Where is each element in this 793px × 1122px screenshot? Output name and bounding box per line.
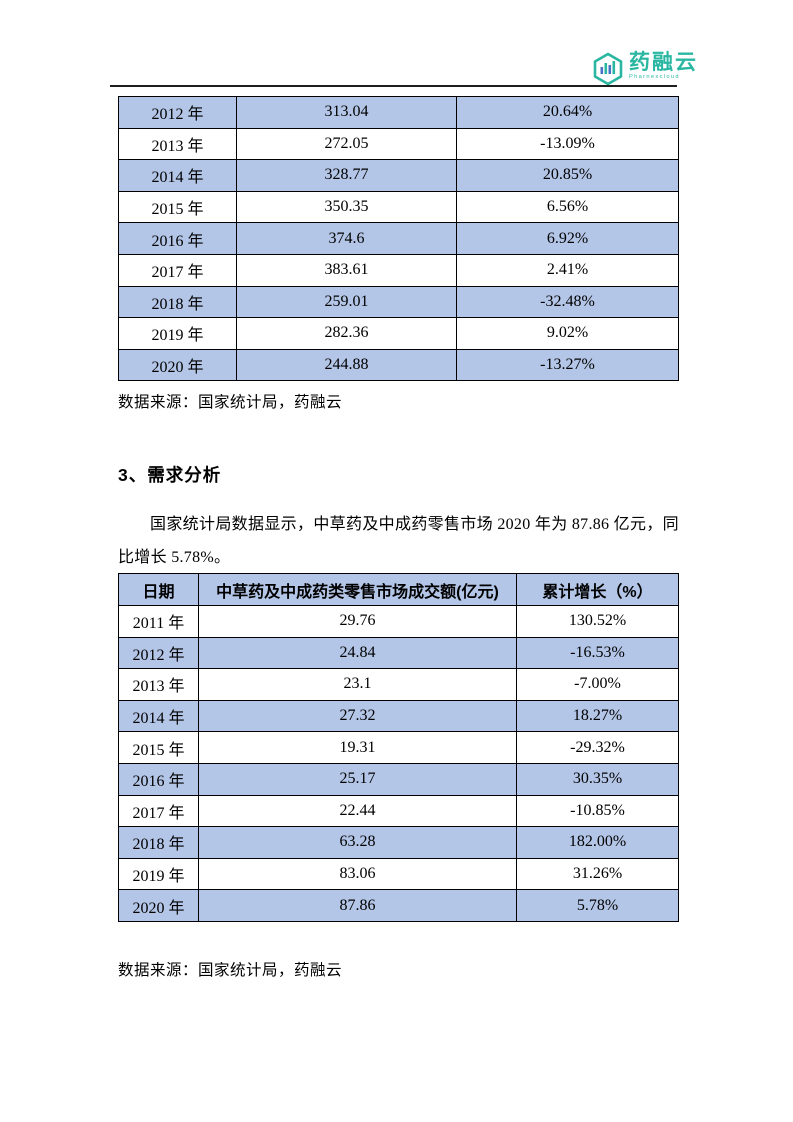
table-cell: 31.26% bbox=[516, 857, 679, 891]
table-cell: 2012 年 bbox=[118, 636, 199, 670]
table-row: 2020 年 244.88 -13.27% bbox=[118, 348, 679, 382]
table-row: 2018 年 259.01 -32.48% bbox=[118, 285, 679, 319]
table-cell: 2020 年 bbox=[118, 889, 199, 922]
table-cell: 2011 年 bbox=[118, 605, 199, 638]
brand-subtext: Pharnexcloud bbox=[629, 74, 680, 80]
table-cell: 27.32 bbox=[198, 699, 517, 733]
table-row: 2019 年 83.06 31.26% bbox=[118, 857, 679, 891]
table-cell: 2020 年 bbox=[118, 348, 237, 382]
table-cell: 2013 年 bbox=[118, 668, 199, 701]
table-cell: 2017 年 bbox=[118, 253, 237, 287]
table-cell: 313.04 bbox=[236, 96, 457, 129]
table-cell: 350.35 bbox=[236, 190, 457, 224]
table-row: 2015 年 19.31 -29.32% bbox=[118, 731, 679, 764]
table-cell: 2014 年 bbox=[118, 699, 199, 733]
table-cell: -13.09% bbox=[456, 127, 679, 161]
table-cell: 2016 年 bbox=[118, 762, 199, 796]
table-cell: 5.78% bbox=[516, 889, 679, 922]
table-cell: -7.00% bbox=[516, 668, 679, 701]
header-rule bbox=[110, 85, 677, 87]
column-header-turnover: 中草药及中成药类零售市场成交额(亿元) bbox=[198, 573, 517, 606]
table-row: 2016 年 25.17 30.35% bbox=[118, 762, 679, 796]
table-cell: 2019 年 bbox=[118, 857, 199, 891]
table-row: 2018 年 63.28 182.00% bbox=[118, 826, 679, 859]
table-row: 2015 年 350.35 6.56% bbox=[118, 190, 679, 224]
table-cell: 63.28 bbox=[198, 826, 517, 859]
section-heading-demand-analysis: 3、需求分析 bbox=[118, 465, 222, 485]
table-cell: 2.41% bbox=[456, 253, 679, 287]
table-cell: 2013 年 bbox=[118, 127, 237, 161]
data-source-note-2: 数据来源：国家统计局，药融云 bbox=[118, 962, 343, 979]
table-cell: 25.17 bbox=[198, 762, 517, 796]
table-cell: -29.32% bbox=[516, 731, 679, 764]
table-cell: 130.52% bbox=[516, 605, 679, 638]
retail-market-table: 日期 中草药及中成药类零售市场成交额(亿元) 累计增长（%） 2011 年 29.… bbox=[118, 573, 679, 922]
column-header-growth: 累计增长（%） bbox=[516, 573, 679, 606]
table-row: 2017 年 383.61 2.41% bbox=[118, 253, 679, 287]
table-cell: 244.88 bbox=[236, 348, 457, 382]
table-cell: 282.36 bbox=[236, 317, 457, 350]
table-cell: 2015 年 bbox=[118, 190, 237, 224]
table-row: 2019 年 282.36 9.02% bbox=[118, 317, 679, 350]
table-row: 2014 年 328.77 20.85% bbox=[118, 159, 679, 192]
table-cell: -32.48% bbox=[456, 285, 679, 319]
table-cell: 2019 年 bbox=[118, 317, 237, 350]
brand-name: 药融云 bbox=[629, 51, 698, 74]
table-cell: 2012 年 bbox=[118, 96, 237, 129]
table-row: 2012 年 313.04 20.64% bbox=[118, 96, 679, 129]
demand-analysis-paragraph: 国家统计局数据显示，中草药及中成药零售市场 2020 年为 87.86 亿元，同… bbox=[118, 516, 679, 566]
turnover-table-continued: 2012 年 313.04 20.64% 2013 年 272.05 -13.09% 201… bbox=[118, 96, 679, 382]
table-row: 2013 年 23.1 -7.00% bbox=[118, 668, 679, 701]
table-cell: 259.01 bbox=[236, 285, 457, 319]
table-row: 2013 年 272.05 -13.09% bbox=[118, 127, 679, 161]
table-cell: 20.64% bbox=[456, 96, 679, 129]
table-row: 2017 年 22.44 -10.85% bbox=[118, 794, 679, 828]
hexagon-chart-icon bbox=[593, 52, 623, 86]
table-header-row: 日期 中草药及中成药类零售市场成交额(亿元) 累计增长（%） bbox=[118, 573, 679, 606]
table-cell: 182.00% bbox=[516, 826, 679, 859]
pharnexcloud-logo: 药融云 Pharnexcloud bbox=[591, 51, 698, 87]
table-cell: 20.85% bbox=[456, 159, 679, 192]
table-cell: 374.6 bbox=[236, 222, 457, 255]
table-row: 2016 年 374.6 6.92% bbox=[118, 222, 679, 255]
table-cell: 328.77 bbox=[236, 159, 457, 192]
table-cell: -10.85% bbox=[516, 794, 679, 828]
table-cell: 383.61 bbox=[236, 253, 457, 287]
table-row: 2012 年 24.84 -16.53% bbox=[118, 636, 679, 670]
table-cell: 19.31 bbox=[198, 731, 517, 764]
table-cell: 18.27% bbox=[516, 699, 679, 733]
table-row: 2014 年 27.32 18.27% bbox=[118, 699, 679, 733]
table-cell: 22.44 bbox=[198, 794, 517, 828]
table-cell: 87.86 bbox=[198, 889, 517, 922]
table-cell: 9.02% bbox=[456, 317, 679, 350]
table-cell: 29.76 bbox=[198, 605, 517, 638]
table-row: 2020 年 87.86 5.78% bbox=[118, 889, 679, 922]
table-cell: 24.84 bbox=[198, 636, 517, 670]
table-cell: 2016 年 bbox=[118, 222, 237, 255]
table-cell: 2015 年 bbox=[118, 731, 199, 764]
table-cell: 2014 年 bbox=[118, 159, 237, 192]
table-cell: 30.35% bbox=[516, 762, 679, 796]
table-cell: -16.53% bbox=[516, 636, 679, 670]
table-cell: 23.1 bbox=[198, 668, 517, 701]
column-header-date: 日期 bbox=[118, 573, 199, 606]
data-source-note-1: 数据来源：国家统计局，药融云 bbox=[118, 394, 343, 411]
table-cell: -13.27% bbox=[456, 348, 679, 382]
table-cell: 272.05 bbox=[236, 127, 457, 161]
table-cell: 2017 年 bbox=[118, 794, 199, 828]
table-row: 2011 年 29.76 130.52% bbox=[118, 605, 679, 638]
table-cell: 6.92% bbox=[456, 222, 679, 255]
table-cell: 2018 年 bbox=[118, 285, 237, 319]
table-cell: 83.06 bbox=[198, 857, 517, 891]
table-cell: 6.56% bbox=[456, 190, 679, 224]
table-cell: 2018 年 bbox=[118, 826, 199, 859]
